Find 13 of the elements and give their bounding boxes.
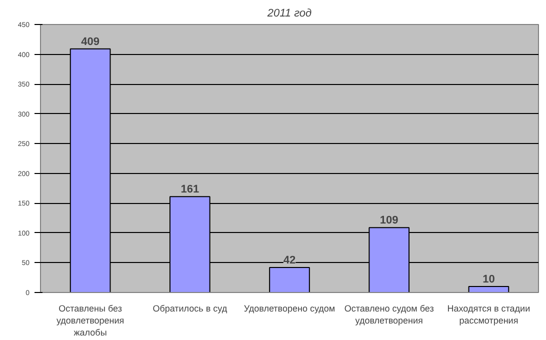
bar [269,266,310,292]
x-tick-label: Оставлено судом без удовлетворения [344,304,434,326]
x-tick-label: Удовлетворено судом [244,304,336,314]
chart-title: 2011 год [266,8,312,20]
bar [468,286,510,292]
data-label: 161 [180,184,200,196]
data-label: 10 [482,274,495,286]
data-label: 109 [380,214,398,227]
x-tick-label: Оставлены без удовлетворения жалобы [56,304,124,338]
x-tick-label: Обратилось в суд [152,304,228,314]
data-label: 42 [283,254,296,266]
x-tick-label: Находятся в стадии рассмотрения [447,304,530,326]
data-label: 409 [81,36,100,48]
